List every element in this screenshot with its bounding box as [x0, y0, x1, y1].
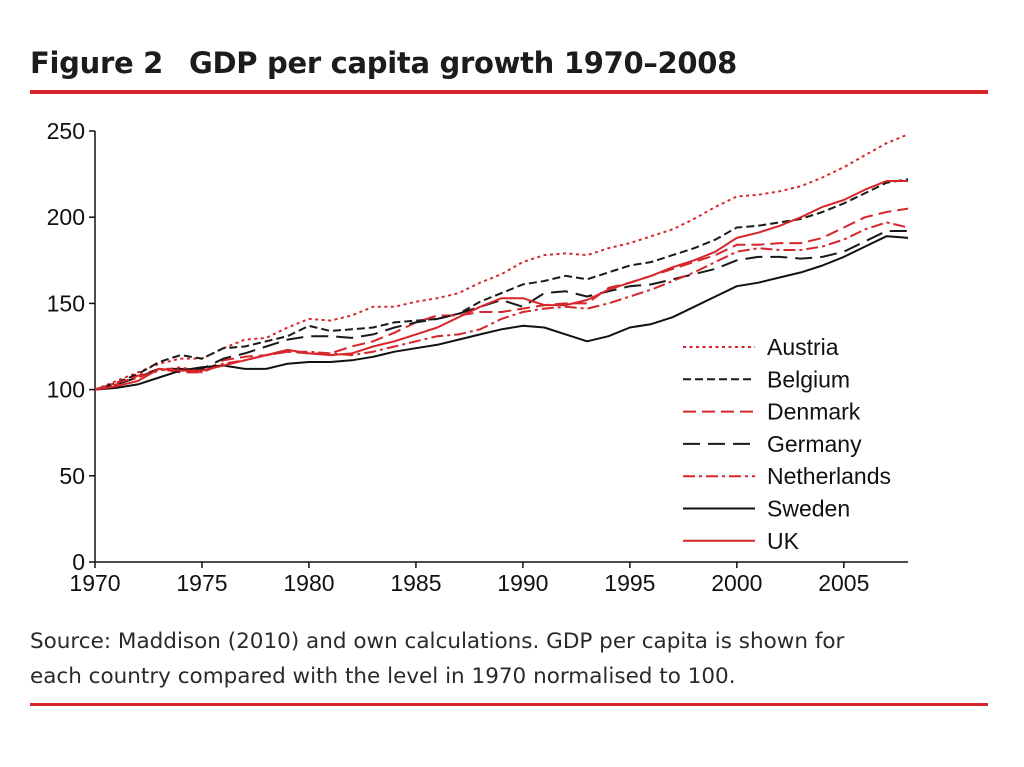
series-line-uk: [94, 180, 908, 391]
chart-axes: 0 50 100 150 200 250 1970 1975 1980 1985 1990 1995 2…: [47, 118, 908, 596]
legend-label-netherlands: Netherlands: [767, 463, 891, 489]
y-tick-label: 250: [47, 118, 85, 144]
x-tick-label: 1995: [604, 570, 655, 596]
figure-number: Figure 2: [30, 46, 163, 80]
series-line-austria: [94, 133, 909, 391]
caption-line-1: Source: Maddison (2010) and own calculat…: [30, 629, 845, 654]
chart-series: [94, 133, 909, 391]
figure-caption: Source: Maddison (2010) and own calculat…: [30, 624, 990, 694]
x-tick-label: 1990: [497, 570, 548, 596]
legend-label-belgium: Belgium: [767, 366, 850, 392]
x-tick-label: 1975: [176, 570, 227, 596]
series-line-germany: [94, 230, 908, 391]
caption-line-2: each country compared with the level in …: [30, 664, 736, 689]
legend-label-germany: Germany: [767, 431, 862, 457]
x-tick-label: 1970: [69, 570, 120, 596]
legend-label-denmark: Denmark: [767, 399, 861, 425]
figure-title: Figure 2 GDP per capita growth 1970–2008: [30, 46, 737, 80]
series-line-denmark: [94, 207, 909, 391]
figure-title-text: GDP per capita growth 1970–2008: [189, 46, 738, 80]
chart-legend: Austria Belgium Denmark Germany Netherlands S…: [683, 334, 891, 554]
series-line-sweden: [94, 235, 909, 391]
y-tick-label: 150: [47, 290, 85, 316]
x-tick-label: 1985: [390, 570, 441, 596]
x-tick-label: 1980: [283, 570, 334, 596]
legend-label-sweden: Sweden: [767, 496, 850, 522]
caption-rule: [30, 703, 988, 706]
y-tick-label: 50: [59, 463, 85, 489]
series-line-belgium: [94, 178, 909, 391]
y-tick-label: 100: [47, 377, 85, 403]
x-tick-label: 2000: [711, 570, 762, 596]
legend-label-austria: Austria: [767, 334, 839, 360]
y-tick-label: 200: [47, 204, 85, 230]
series-line-netherlands: [94, 221, 909, 391]
y-tick-label: 0: [72, 549, 85, 575]
legend-label-uk: UK: [767, 528, 800, 554]
title-rule: [30, 90, 988, 94]
line-chart: 0 50 100 150 200 250 1970 1975 1980 1985 1990 1995 2…: [47, 118, 909, 596]
x-tick-label: 2005: [818, 570, 869, 596]
